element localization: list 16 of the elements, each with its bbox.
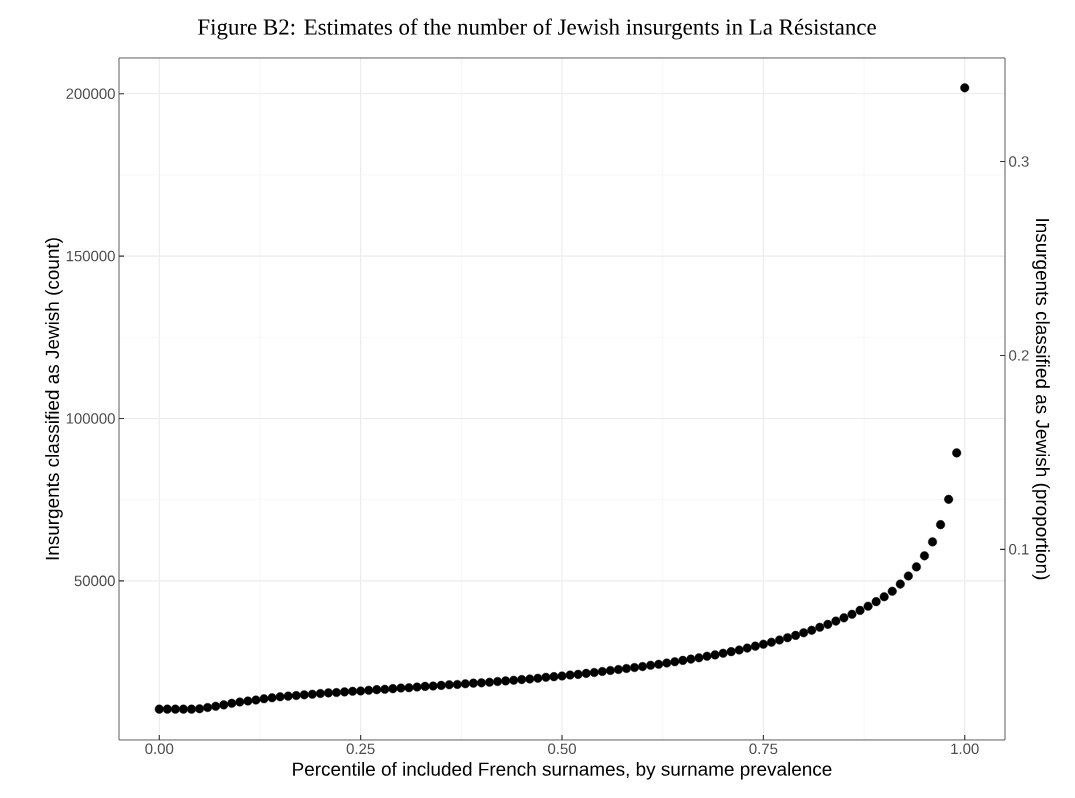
x-tick-label: 0.00 bbox=[145, 743, 174, 755]
y-tick-label: 50000 bbox=[74, 575, 115, 587]
x-tick-label: 0.50 bbox=[548, 743, 576, 755]
y2-tick-label: 0.3 bbox=[1009, 156, 1029, 167]
x-tick-label: 1.00 bbox=[951, 743, 979, 755]
x-axis-title: Percentile of included French surnames, by surname prevalence bbox=[293, 761, 832, 780]
x-tick-label: 0.25 bbox=[346, 743, 375, 755]
x-tick-label: 0.75 bbox=[749, 743, 778, 755]
y2-tick-label: 0.1 bbox=[1009, 544, 1029, 555]
chart-title: Figure B2: Estimates of the number of Jewish insurgents in La Résistance bbox=[198, 18, 876, 40]
y-tick-label: 200000 bbox=[66, 88, 115, 99]
y2-tick-label: 0.2 bbox=[1009, 350, 1029, 361]
y-axis-title: Insurgents classified as Jewish (count) bbox=[45, 238, 63, 560]
y-tick-label: 150000 bbox=[66, 250, 115, 262]
y-tick-label: 100000 bbox=[66, 413, 115, 424]
y2-axis-title: Insurgents classified as Jewish (proportion) bbox=[1032, 219, 1050, 580]
